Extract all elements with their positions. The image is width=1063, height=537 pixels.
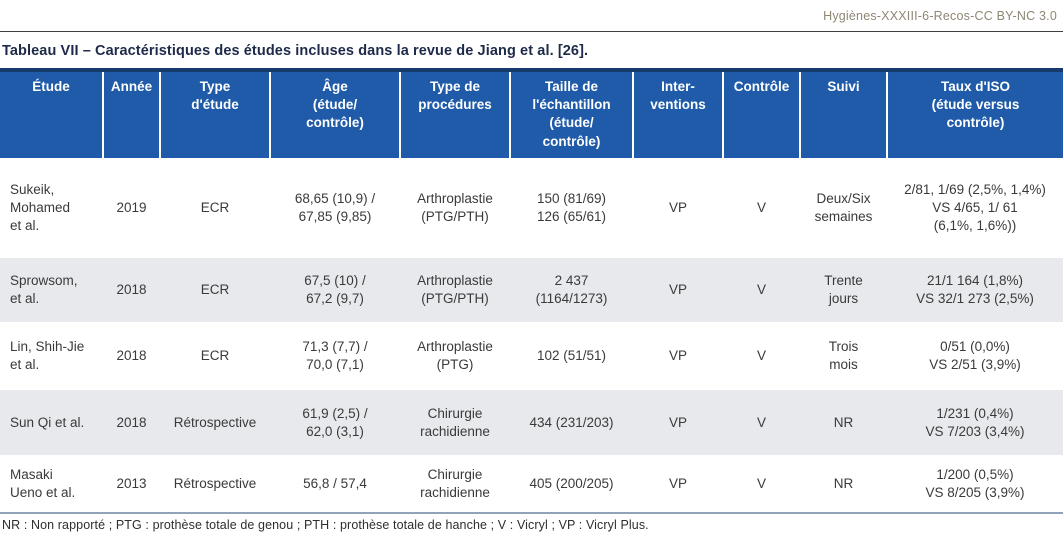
- cell-age: 71,3 (7,7) / 70,0 (7,1): [302, 339, 368, 372]
- column-header-annee: Année: [102, 68, 160, 158]
- table-row: Sun Qi et al. 2018 Rétrospective 61,9 (2…: [0, 390, 1063, 455]
- cell-type-procedures: Arthroplastie (PTG/PTH): [417, 191, 493, 224]
- cell-annee: 2018: [103, 390, 160, 455]
- table-footnote: NR : Non rapporté ; PTG : prothèse total…: [0, 512, 1063, 532]
- cell-age: 67,5 (10) / 67,2 (9,7): [270, 258, 400, 322]
- cell-taux-iso: 21/1 164 (1,8%) VS 32/1 273 (2,5%): [887, 258, 1063, 322]
- cell-etude: Sun Qi et al.: [0, 390, 103, 455]
- cell-etude: Sprowsom, et al.: [0, 258, 103, 322]
- cell-annee: 2018: [103, 258, 160, 322]
- journal-reference-text: Hygiènes-XXXIII-6-Recos-CC BY-NC 3.0: [823, 8, 1057, 23]
- top-meta-band: Hygiènes-XXXIII-6-Recos-CC BY-NC 3.0: [0, 0, 1063, 32]
- table-row: Lin, Shih-Jie et al. 2018 ECR 71,3 (7,7)…: [0, 322, 1063, 390]
- table-row: Masaki Ueno et al. 2013 Rétrospective 56…: [0, 455, 1063, 512]
- cell-taux-iso: 2/81, 1/69 (2,5%, 1,4%) VS 4/65, 1/ 61 (…: [904, 182, 1046, 233]
- cell-age: 61,9 (2,5) / 62,0 (3,1): [270, 390, 400, 455]
- cell-taille-echantillon: 434 (231/203): [510, 390, 633, 455]
- cell-taux-iso: 1/231 (0,4%) VS 7/203 (3,4%): [887, 390, 1063, 455]
- cell-type-procedures: Chirurgie rachidienne: [420, 466, 490, 500]
- cell-suivi: NR: [833, 475, 854, 491]
- cell-suivi: NR: [800, 390, 887, 455]
- column-header-etude: Étude: [0, 68, 103, 158]
- table-row: Sprowsom, et al. 2018 ECR 67,5 (10) / 67…: [0, 258, 1063, 322]
- cell-type-procedures: Arthroplastie (PTG): [417, 339, 493, 372]
- cell-taille-echantillon: 405 (200/205): [529, 475, 614, 491]
- cell-type-procedures: Arthroplastie (PTG/PTH): [400, 258, 510, 322]
- cell-suivi: Deux/Six semaines: [814, 191, 873, 224]
- column-header-suivi: Suivi: [799, 68, 887, 158]
- table-row: Sukeik, Mohamed et al. 2019 ECR 68,65 (1…: [0, 158, 1063, 258]
- cell-interventions: VP: [668, 200, 687, 216]
- cell-controle: V: [723, 258, 800, 322]
- cell-controle: V: [756, 475, 766, 491]
- column-header-taille-echantillon: Taille de l'échantillon (étude/ contrôle…: [509, 68, 633, 158]
- cell-controle: V: [723, 390, 800, 455]
- cell-suivi: Trois mois: [828, 339, 859, 372]
- column-header-interventions: Inter- ventions: [632, 68, 723, 158]
- cell-taille-echantillon: 2 437 (1164/1273): [510, 258, 633, 322]
- cell-type-etude: ECR: [200, 200, 230, 216]
- column-header-taux-iso: Taux d'ISO (étude versus contrôle): [886, 68, 1063, 158]
- cell-interventions: VP: [633, 390, 723, 455]
- column-header-type-procedures: Type de procédures: [399, 68, 510, 158]
- cell-age: 56,8 / 57,4: [303, 475, 367, 491]
- cell-type-etude: ECR: [160, 258, 270, 322]
- cell-annee: 2018: [116, 348, 147, 364]
- cell-interventions: VP: [668, 475, 687, 491]
- cell-taux-iso: 1/200 (0,5%) VS 8/205 (3,9%): [925, 466, 1025, 500]
- column-header-age: Âge (étude/ contrôle): [269, 68, 400, 158]
- cell-interventions: VP: [633, 258, 723, 322]
- cell-controle: V: [756, 348, 766, 364]
- cell-controle: V: [756, 200, 766, 216]
- cell-age: 68,65 (10,9) / 67,85 (9,85): [294, 191, 376, 224]
- cell-type-etude: Rétrospective: [160, 390, 270, 455]
- table-caption: Tableau VII – Caractéristiques des étude…: [2, 43, 589, 59]
- cell-taux-iso: 0/51 (0,0%) VS 2/51 (3,9%): [929, 339, 1021, 372]
- cell-taille-echantillon: 102 (51/51): [536, 348, 607, 364]
- cell-etude: Masaki Ueno et al.: [10, 466, 76, 500]
- cell-suivi: Trente jours: [800, 258, 887, 322]
- table-header-row: Étude Année Type d'étude Âge (étude/ con…: [0, 68, 1063, 158]
- cell-type-procedures: Chirurgie rachidienne: [400, 390, 510, 455]
- cell-etude: Sukeik, Mohamed et al.: [10, 182, 71, 233]
- column-header-type-etude: Type d'étude: [159, 68, 270, 158]
- cell-annee: 2019: [116, 200, 147, 216]
- cell-taille-echantillon: 150 (81/69) 126 (65/61): [536, 191, 607, 224]
- cell-annee: 2013: [116, 475, 147, 491]
- cell-type-etude: Rétrospective: [173, 475, 257, 491]
- cell-type-etude: ECR: [200, 348, 230, 364]
- cell-etude: Lin, Shih-Jie et al.: [10, 339, 85, 372]
- column-header-controle: Contrôle: [722, 68, 800, 158]
- studies-table: Étude Année Type d'étude Âge (étude/ con…: [0, 68, 1063, 512]
- cell-interventions: VP: [668, 348, 687, 364]
